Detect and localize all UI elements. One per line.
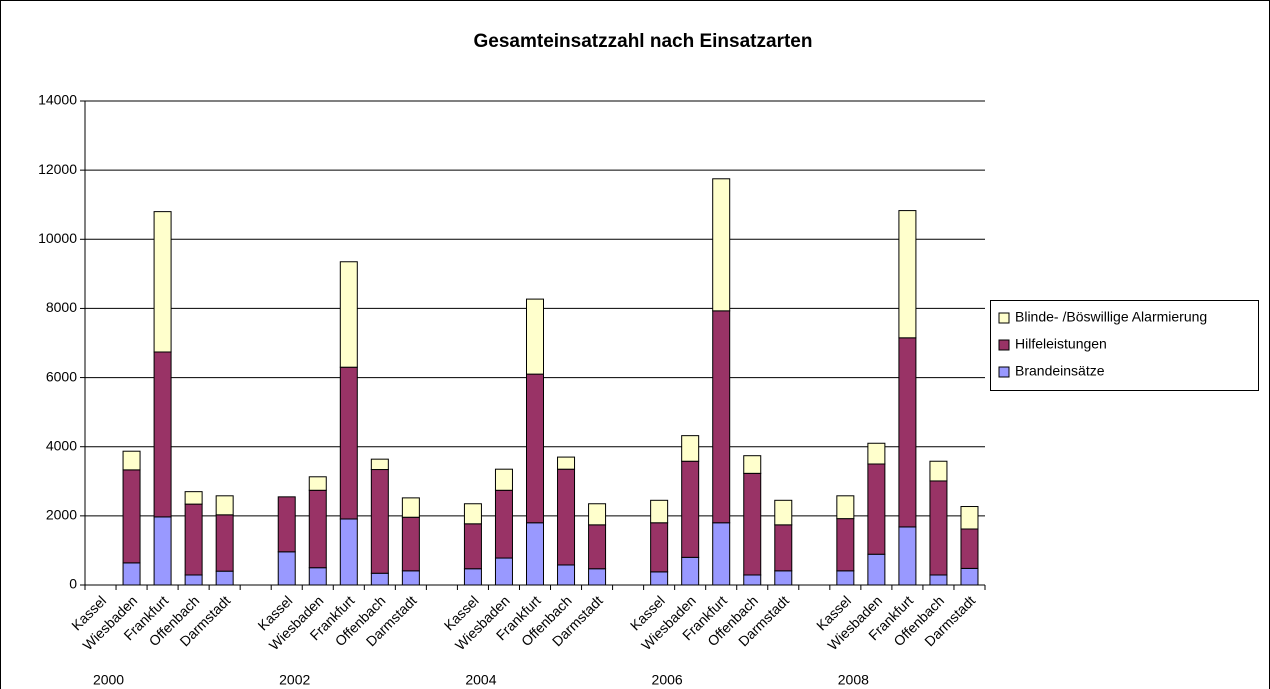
- bar-segment: [681, 556, 700, 586]
- bar-segment: [370, 572, 389, 586]
- bar-segment: [712, 522, 731, 586]
- legend-label: Brandeinsätze: [1015, 363, 1105, 379]
- bar-segment: [898, 210, 917, 339]
- bar-segment: [960, 567, 979, 586]
- legend-swatch: [998, 312, 1010, 324]
- legend-swatch: [998, 339, 1010, 351]
- bar-segment: [650, 522, 669, 573]
- bar-segment: [743, 574, 762, 586]
- bar-segment: [339, 366, 358, 520]
- bar-segment: [122, 450, 141, 471]
- y-tick-label: 4000: [46, 437, 77, 453]
- bar-segment: [867, 463, 886, 555]
- y-tick-label: 8000: [46, 299, 77, 315]
- bar-segment: [557, 456, 576, 470]
- bar-segment: [836, 495, 855, 520]
- bar-segment: [526, 298, 544, 375]
- bar-segment: [588, 568, 607, 586]
- bar-segment: [526, 373, 544, 524]
- bar-segment: [401, 497, 420, 518]
- bar-segment: [929, 480, 948, 576]
- bar-segment: [494, 468, 513, 491]
- bar-segment: [650, 499, 669, 524]
- bar-segment: [494, 489, 513, 559]
- bar-segment: [836, 570, 855, 586]
- bar-segment: [184, 574, 203, 586]
- bar-segment: [588, 524, 607, 570]
- bar-segment: [526, 522, 544, 586]
- bar-segment: [774, 524, 793, 572]
- bar-segment: [339, 261, 358, 368]
- bar-segment: [898, 526, 917, 586]
- bar-segment: [153, 351, 172, 518]
- group-label: 2000: [93, 672, 124, 688]
- bar-segment: [557, 564, 576, 586]
- group-label: 2002: [279, 672, 310, 688]
- bar-segment: [588, 503, 607, 526]
- bar-segment: [184, 491, 203, 505]
- y-tick-label: 0: [69, 576, 77, 592]
- bar-segment: [774, 570, 793, 586]
- bar-segment: [370, 458, 389, 471]
- bar-segment: [153, 516, 172, 586]
- group-label: 2004: [465, 672, 496, 688]
- bar-segment: [681, 435, 700, 462]
- bar-segment: [960, 506, 979, 530]
- legend-label: Blinde- /Böswillige Alarmierung: [1015, 309, 1207, 325]
- bar-segment: [277, 551, 296, 586]
- group-label: 2008: [838, 672, 869, 688]
- bar-segment: [401, 570, 420, 586]
- y-tick-label: 14000: [38, 92, 77, 108]
- chart-title: Gesamteinsatzzahl nach Einsatzarten: [474, 31, 813, 52]
- bar-segment: [308, 489, 327, 569]
- bar-segment: [836, 518, 855, 572]
- bar-segment: [215, 495, 234, 516]
- y-tick-label: 6000: [46, 368, 77, 384]
- bar-segment: [712, 310, 731, 524]
- bar-segment: [650, 571, 669, 586]
- bar-segment: [463, 523, 482, 570]
- bar-segment: [308, 476, 327, 491]
- bar-segment: [929, 574, 948, 586]
- bar-segment: [867, 553, 886, 586]
- bar-segment: [867, 442, 886, 465]
- bar-segment: [557, 468, 576, 566]
- bar-segment: [743, 455, 762, 474]
- bar-segment: [463, 503, 482, 525]
- bar-segment: [712, 178, 731, 312]
- bar-segment: [743, 472, 762, 576]
- bar-segment: [153, 211, 172, 353]
- legend-box: [990, 300, 1259, 391]
- bar-segment: [277, 496, 296, 553]
- bar-segment: [184, 503, 203, 576]
- bar-segment: [681, 460, 700, 558]
- bar-segment: [122, 469, 141, 564]
- bar-segment: [929, 460, 948, 482]
- bar-segment: [898, 337, 917, 528]
- bar-segment: [215, 570, 234, 586]
- legend-swatch: [998, 366, 1010, 378]
- y-tick-label: 10000: [38, 230, 77, 246]
- bar-segment: [215, 514, 234, 572]
- bar-segment: [308, 567, 327, 586]
- legend-label: Hilfeleistungen: [1015, 336, 1107, 352]
- bar-segment: [339, 518, 358, 586]
- bar-segment: [494, 557, 513, 586]
- y-tick-label: 2000: [46, 507, 77, 523]
- bar-segment: [370, 469, 389, 574]
- bar-segment: [463, 568, 482, 586]
- y-tick-label: 12000: [38, 161, 77, 177]
- group-label: 2006: [652, 672, 683, 688]
- bar-segment: [960, 528, 979, 569]
- bar-segment: [122, 562, 141, 586]
- bar-segment: [401, 516, 420, 572]
- bar-segment: [774, 499, 793, 526]
